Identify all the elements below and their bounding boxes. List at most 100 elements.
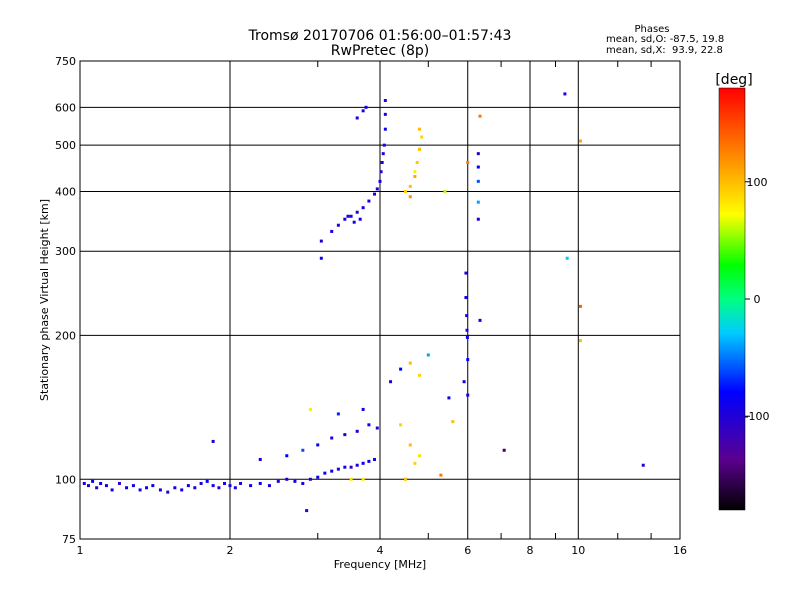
x-tick-label: 4 — [377, 544, 384, 557]
data-point — [223, 481, 227, 485]
data-point — [465, 335, 469, 339]
data-point — [308, 407, 312, 411]
data-point — [465, 328, 469, 332]
data-point — [99, 481, 103, 485]
data-point — [447, 396, 451, 400]
data-point — [258, 457, 262, 461]
data-point — [349, 477, 353, 481]
data-point — [478, 318, 482, 322]
data-point — [373, 457, 377, 461]
data-point — [443, 189, 447, 193]
data-point — [258, 481, 262, 485]
colorbar-label: [deg] — [715, 72, 752, 88]
x-tick-label: 10 — [571, 544, 585, 557]
phase-stats-o: mean, sd,O: -87.5, 19.8 — [606, 34, 724, 45]
data-point — [578, 139, 582, 143]
data-point — [382, 143, 386, 147]
data-point — [502, 448, 506, 452]
x-axis-label: Frequency [MHz] — [334, 558, 426, 571]
data-point — [565, 256, 569, 260]
data-point — [285, 454, 289, 458]
colorbar-tick-label: -100 — [745, 410, 770, 423]
y-axis: 75 100 200 300 400 500 600 750 — [55, 55, 76, 546]
data-point — [415, 160, 419, 164]
data-point — [381, 152, 385, 156]
data-point — [346, 214, 350, 218]
data-point — [478, 114, 482, 118]
phase-stats-title: Phases — [634, 24, 669, 35]
data-point — [301, 481, 305, 485]
data-point — [355, 463, 359, 467]
data-point — [439, 473, 443, 477]
y-tick-label: 600 — [55, 101, 76, 114]
data-point — [464, 271, 468, 275]
data-point — [316, 475, 320, 479]
data-point — [330, 229, 334, 233]
data-point — [408, 195, 412, 199]
y-axis-label: Stationary phase Virtual Height [km] — [38, 199, 51, 401]
data-point — [330, 469, 334, 473]
data-point — [367, 199, 371, 203]
data-point — [323, 471, 327, 475]
data-point — [476, 200, 480, 204]
data-point — [367, 459, 371, 463]
data-point — [373, 192, 377, 196]
data-point — [343, 433, 347, 437]
data-point — [217, 486, 221, 490]
y-tick-label: 750 — [55, 55, 76, 68]
data-point — [383, 127, 387, 131]
data-point — [343, 217, 347, 221]
data-point — [383, 112, 387, 116]
data-point — [420, 135, 424, 139]
data-point — [267, 484, 271, 488]
data-point — [462, 380, 466, 384]
data-point — [399, 367, 403, 371]
data-point — [408, 361, 412, 365]
grid — [80, 61, 680, 539]
data-point — [361, 109, 365, 113]
data-point — [305, 509, 309, 513]
data-point — [293, 479, 297, 483]
data-point — [110, 488, 114, 492]
data-point — [361, 461, 365, 465]
data-point — [417, 454, 421, 458]
y-tick-label: 400 — [55, 185, 76, 198]
data-point — [417, 127, 421, 131]
data-point — [476, 179, 480, 183]
data-point — [466, 393, 470, 397]
phase-stats-x: mean, sd,X: 93.9, 22.8 — [606, 45, 723, 56]
data-point — [239, 481, 243, 485]
data-point — [211, 439, 215, 443]
data-point — [413, 170, 417, 174]
x-tick-label: 2 — [227, 544, 234, 557]
data-point — [408, 443, 412, 447]
data-point — [464, 296, 468, 300]
data-point — [465, 314, 469, 318]
data-point — [375, 426, 379, 430]
data-point — [233, 486, 237, 490]
x-tick-label: 6 — [464, 544, 471, 557]
data-point — [336, 223, 340, 227]
data-point — [417, 373, 421, 377]
data-point — [389, 380, 393, 384]
data-point — [352, 220, 356, 224]
data-point — [82, 481, 86, 485]
colorbar-tick-label: 0 — [754, 293, 761, 306]
data-point — [138, 488, 142, 492]
data-point — [151, 484, 155, 488]
data-point — [276, 479, 280, 483]
data-point — [578, 304, 582, 308]
data-point — [91, 479, 95, 483]
data-point — [408, 184, 412, 188]
data-point — [308, 477, 312, 481]
y-tick-label: 100 — [55, 473, 76, 486]
data-point — [403, 189, 407, 193]
data-point — [417, 147, 421, 151]
data-point — [193, 486, 197, 490]
data-point — [301, 448, 305, 452]
chart-subtitle: RwPretec (8p) — [331, 43, 429, 59]
data-point — [158, 488, 162, 492]
data-point — [476, 165, 480, 169]
data-point — [285, 477, 289, 481]
y-tick-label: 200 — [55, 329, 76, 342]
